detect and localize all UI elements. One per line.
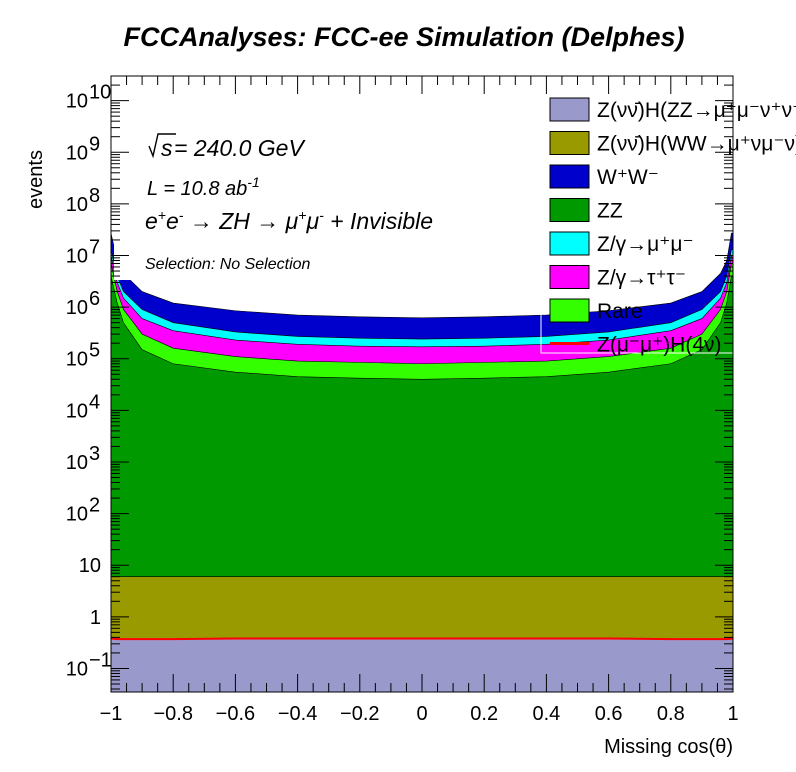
annotation-sqrt-s: s <box>161 135 173 161</box>
y-tick-label: 10 <box>66 504 88 526</box>
y-tick-exponent: 7 <box>89 236 100 258</box>
x-tick-label: 1 <box>727 703 738 725</box>
x-tick-label: 0.8 <box>657 703 685 725</box>
x-axis: −1 −0.8 −0.6 −0.4 −0.2 0 0.2 0.4 0.6 0.8 1 <box>100 76 739 725</box>
annotation-lumi: L = 10.8 ab-1 <box>147 174 260 200</box>
legend-swatch-z-h-zz <box>549 97 590 122</box>
x-tick-label: −0.4 <box>278 703 317 725</box>
legend-swatch-z <box>549 231 590 256</box>
x-tick-label: −0.6 <box>216 703 255 725</box>
signal-layer <box>111 637 733 641</box>
annotation-background <box>114 80 544 280</box>
y-tick-label: 10 <box>66 297 88 319</box>
legend-swatch-z <box>549 265 590 289</box>
legend-swatch-z-h-ww <box>549 131 590 155</box>
legend-label-rare: Rare <box>597 300 643 323</box>
y-tick-label: 10 <box>66 658 88 680</box>
y-tick-label: 10 <box>66 400 88 422</box>
x-tick-label: 0 <box>416 703 427 725</box>
y-tick-label: 1 <box>90 607 101 629</box>
y-tick-label: 10 <box>66 452 88 474</box>
y-tick-exponent: 4 <box>89 391 100 413</box>
x-tick-label: 0.6 <box>595 703 623 725</box>
y-tick-label: 10 <box>66 194 88 216</box>
legend-swatch-w-w <box>549 164 590 189</box>
signal-line <box>111 637 733 641</box>
y-tick-label: 10 <box>79 555 101 577</box>
legend: Z(νν̄)H(ZZ→μ⁺μ⁻ν⁺ν⁻) Z(νν̄)H(WW→μ⁺νμ⁻ν) W⁺… <box>540 90 796 357</box>
y-tick-label: 10 <box>66 142 88 164</box>
y-axis-label: events <box>25 150 47 209</box>
y-tick-exponent: 2 <box>89 495 100 517</box>
annotation-process: e+e- → ZH → μ+μ- + Invisible <box>145 207 433 234</box>
legend-label-z-h-zz: Z(νν̄)H(ZZ→μ⁺μ⁻ν⁺ν⁻) <box>597 99 796 122</box>
y-tick-exponent: 6 <box>89 288 100 310</box>
x-tick-label: 0.4 <box>532 703 560 725</box>
y-tick-label: 10 <box>66 245 88 267</box>
legend-label-zz: ZZ <box>597 200 623 223</box>
legend-label-z-h-ww: Z(νν̄)H(WW→μ⁺νμ⁻ν) <box>597 133 796 156</box>
y-tick-exponent: 10 <box>89 82 111 104</box>
legend-label-z: Z/γ→τ⁺τ⁻ <box>597 267 686 290</box>
y-tick-exponent: 3 <box>89 443 100 465</box>
y-tick-exponent: 9 <box>89 133 100 155</box>
x-axis-label: Missing cos(θ) <box>604 736 733 758</box>
legend-swatch-zz <box>549 198 590 222</box>
annotation-selection: Selection: No Selection <box>145 256 311 273</box>
chart-title: FCCAnalyses: FCC-ee Simulation (Delphes) <box>123 22 684 52</box>
legend-label-z-h-4: Z(μ⁻μ⁺)H(4ν) <box>597 334 722 357</box>
annotation-block: s = 240.0 GeV L = 10.8 ab-1 e+e- → ZH → … <box>114 80 544 280</box>
y-tick-exponent: 5 <box>89 340 100 362</box>
annotation-energy: = 240.0 GeV <box>174 135 306 161</box>
legend-swatch-rare <box>549 298 590 323</box>
x-tick-label: −0.2 <box>340 703 379 725</box>
legend-label-w-w: W⁺W⁻ <box>597 166 659 189</box>
x-tick-label: 0.2 <box>470 703 498 725</box>
legend-label-z: Z/γ→μ⁺μ⁻ <box>597 233 694 256</box>
x-tick-label: −0.8 <box>153 703 192 725</box>
sqrt-icon <box>148 133 176 159</box>
y-tick-label: 10 <box>66 91 88 113</box>
y-tick-exponent: 8 <box>89 185 100 207</box>
stacked-areas <box>111 232 733 692</box>
y-tick-label: 10 <box>66 349 88 371</box>
x-tick-label: −1 <box>100 703 123 725</box>
y-tick-exponent: −1 <box>89 649 112 671</box>
